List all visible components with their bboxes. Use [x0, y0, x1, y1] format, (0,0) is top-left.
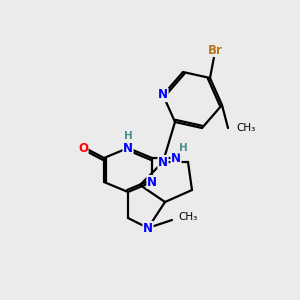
Text: N: N — [123, 142, 133, 154]
Text: CH₃: CH₃ — [236, 123, 255, 133]
Text: H: H — [124, 131, 132, 141]
Text: H: H — [178, 143, 188, 153]
Text: N: N — [147, 176, 157, 188]
Text: O: O — [78, 142, 88, 154]
Text: CH₃: CH₃ — [178, 212, 197, 222]
Text: N: N — [143, 221, 153, 235]
Text: N: N — [171, 152, 181, 164]
Text: N: N — [158, 88, 168, 101]
Text: N: N — [158, 155, 168, 169]
Text: Br: Br — [208, 44, 222, 56]
